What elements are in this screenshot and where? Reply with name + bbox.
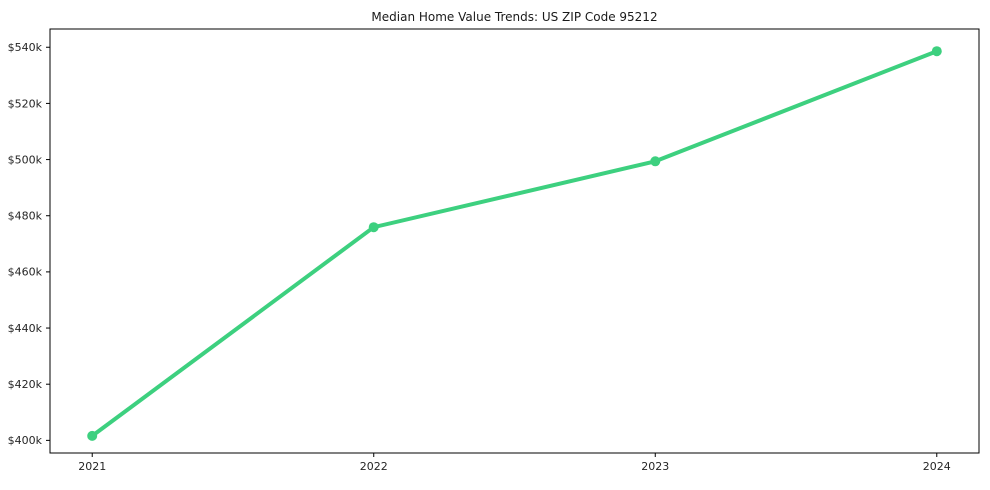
data-point-marker (87, 430, 98, 441)
y-axis-tick-label: $420k (8, 378, 43, 391)
y-axis-tick-label: $480k (8, 210, 43, 223)
x-axis-tick-label: 2021 (78, 460, 106, 473)
x-axis-tick-label: 2024 (923, 460, 951, 473)
y-axis-tick-label: $540k (8, 41, 43, 54)
data-point-marker (368, 222, 379, 233)
plot-border (49, 28, 980, 454)
y-axis-tick-label: $520k (8, 97, 43, 110)
y-axis: $400k $420k $440k $460k $480k $500k $520k $540k (8, 41, 50, 447)
data-point-marker (650, 156, 661, 167)
x-axis: 2021 2022 2023 2024 (78, 453, 951, 473)
y-axis-tick-label: $440k (8, 322, 43, 335)
series-line (90, 49, 939, 438)
chart-title: Median Home Value Trends: US ZIP Code 95… (371, 10, 657, 24)
y-axis-tick-label: $400k (8, 434, 43, 447)
data-point-marker (931, 46, 942, 57)
y-axis-tick-label: $460k (8, 266, 43, 279)
line-series-group (87, 46, 942, 441)
x-axis-tick-label: 2022 (360, 460, 388, 473)
x-axis-tick-label: 2023 (641, 460, 669, 473)
y-axis-tick-label: $500k (8, 153, 43, 166)
